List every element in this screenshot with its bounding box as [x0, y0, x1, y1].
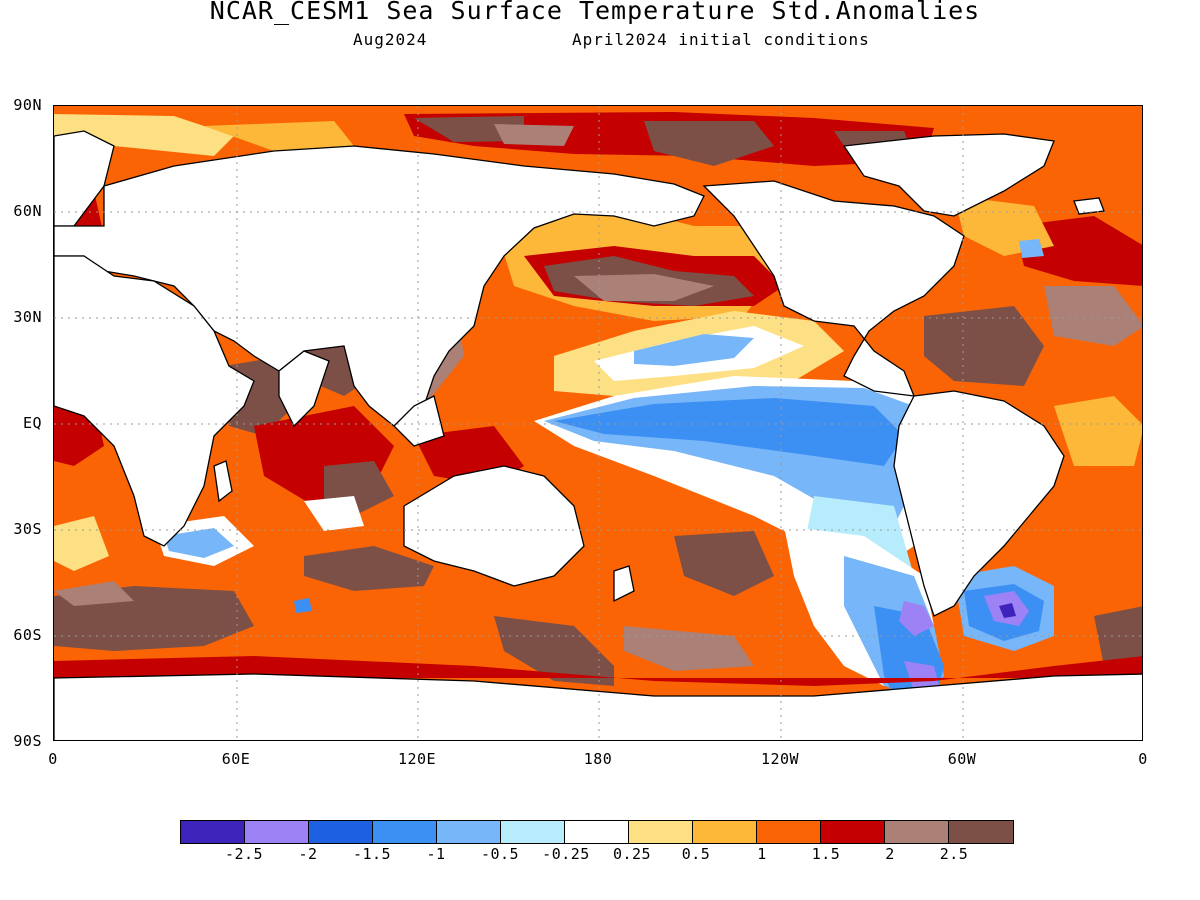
- colorbar: [180, 820, 1014, 844]
- land-antarctica: [54, 673, 1142, 740]
- land-southeast-asia: [393, 395, 445, 447]
- lat-label-90s: 90S: [13, 732, 42, 750]
- colorbar-tick-label: 1: [757, 845, 767, 863]
- lon-label-60e: 60E: [221, 750, 251, 768]
- anomaly-region: [1019, 239, 1044, 258]
- lon-label-180: 180: [583, 750, 613, 768]
- anomaly-region: [924, 306, 1044, 386]
- land-masses: [54, 130, 1142, 740]
- colorbar-box: [309, 821, 373, 843]
- anomaly-region: [904, 661, 939, 691]
- anomaly-region: [624, 626, 754, 671]
- land-india: [278, 350, 330, 428]
- colorbar-box: [245, 821, 309, 843]
- lon-label-0: 0: [48, 750, 58, 768]
- anomaly-region: [1054, 396, 1142, 466]
- colorbar-tick-label: 0.5: [681, 845, 711, 863]
- colorbar-tick-label: -0.25: [542, 845, 590, 863]
- sst-anomaly-map: [53, 105, 1143, 741]
- colorbar-tick-label: -2.5: [224, 845, 264, 863]
- anomaly-region: [304, 496, 364, 531]
- colorbar-tick-label: -1.5: [352, 845, 392, 863]
- forecast-month: Aug2024: [353, 30, 428, 49]
- anomaly-region: [494, 616, 614, 686]
- colorbar-tick-label: -1: [426, 845, 446, 863]
- lat-label-30s: 30S: [13, 520, 42, 538]
- lon-label-120w: 120W: [760, 750, 800, 768]
- land-new-zealand: [613, 565, 635, 603]
- colorbar-tick-label: -0.5: [480, 845, 520, 863]
- colorbar-box: [373, 821, 437, 843]
- colorbar-tick-label: 1.5: [811, 845, 841, 863]
- anomaly-region: [674, 531, 774, 596]
- anomaly-region: [634, 334, 754, 366]
- map-title: NCAR_CESM1 Sea Surface Temperature Std.A…: [209, 0, 981, 25]
- lat-label-30n: 30N: [13, 308, 42, 326]
- colorbar-box: [949, 821, 1013, 843]
- anomaly-region: [204, 121, 354, 151]
- colorbar-box: [181, 821, 245, 843]
- lat-label-90n: 90N: [13, 96, 42, 114]
- map-canvas: [54, 106, 1142, 740]
- colorbar-tick-label: 2.5: [939, 845, 969, 863]
- colorbar-box: [501, 821, 565, 843]
- anomaly-region: [54, 114, 234, 156]
- anomaly-region: [54, 656, 1142, 686]
- colorbar-box: [629, 821, 693, 843]
- anomaly-region: [414, 116, 524, 142]
- colorbar-tick-label: -2: [298, 845, 318, 863]
- land-greenland: [842, 133, 1055, 217]
- colorbar-tick-label: 2: [885, 845, 895, 863]
- anomaly-region: [644, 121, 774, 166]
- lon-label-60w: 60W: [947, 750, 977, 768]
- lon-label-0-east: 0: [1138, 750, 1148, 768]
- initial-conditions: April2024 initial conditions: [572, 30, 870, 49]
- colorbar-box: [885, 821, 949, 843]
- anomaly-region: [899, 601, 934, 636]
- anomaly-region: [554, 398, 904, 466]
- anomaly-region: [574, 274, 714, 301]
- colorbar-box: [565, 821, 629, 843]
- colorbar-box: [821, 821, 885, 843]
- anomaly-region: [304, 546, 434, 591]
- colorbar-tick-label: 0.25: [612, 845, 652, 863]
- land-australia: [403, 465, 585, 587]
- anomaly-region: [294, 598, 312, 613]
- lat-label-eq: EQ: [22, 414, 42, 432]
- colorbar-box: [693, 821, 757, 843]
- land-madagascar: [213, 460, 233, 503]
- colorbar-box: [757, 821, 821, 843]
- lat-label-60n: 60N: [13, 202, 42, 220]
- land-africa: [54, 255, 255, 547]
- lon-label-120e: 120E: [397, 750, 437, 768]
- anomaly-region: [494, 124, 574, 146]
- land-iceland: [1073, 197, 1105, 215]
- land-south-america: [893, 390, 1065, 617]
- anomaly-region: [164, 528, 234, 558]
- anomaly-region: [54, 581, 134, 606]
- anomaly-region: [1044, 286, 1142, 346]
- anomaly-region: [999, 603, 1016, 618]
- colorbar-box: [437, 821, 501, 843]
- anomaly-region: [54, 516, 109, 571]
- gridlines: [54, 106, 1142, 740]
- lat-label-60s: 60S: [13, 626, 42, 644]
